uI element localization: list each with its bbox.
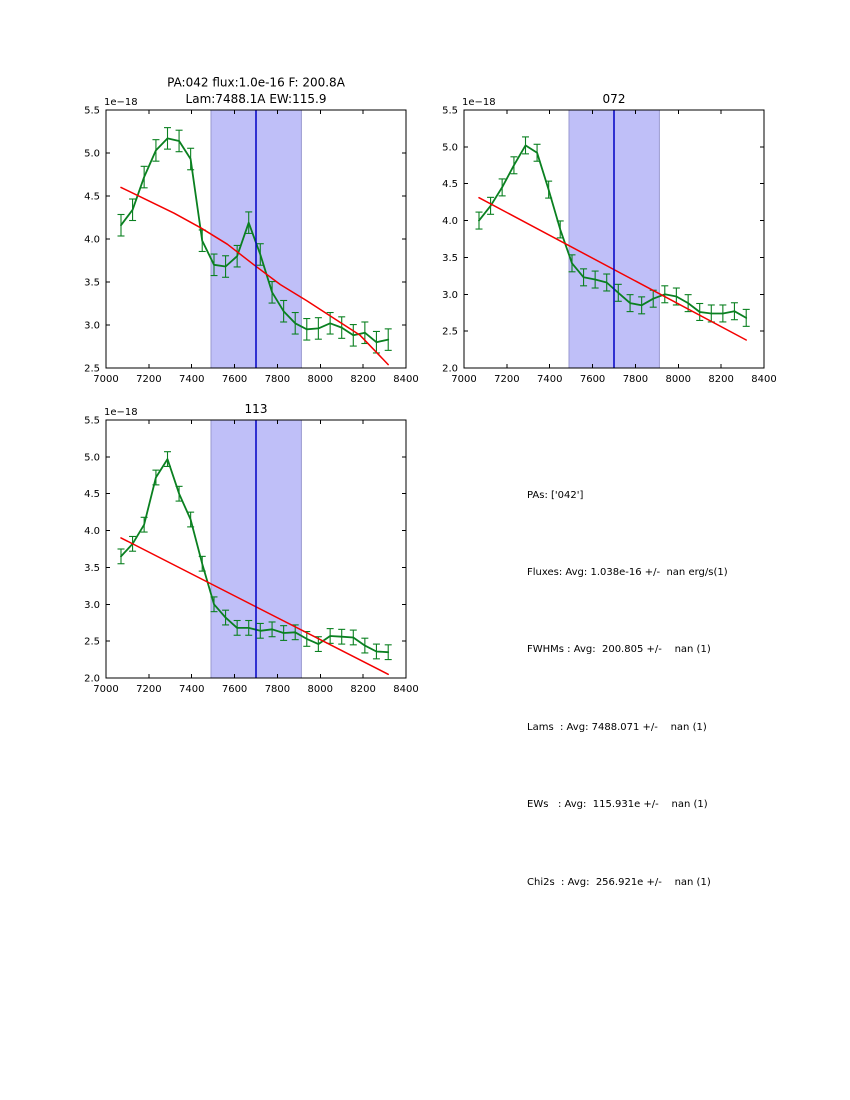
y-tick-label: 4.5 [84, 489, 100, 500]
y-tick-label: 2.0 [84, 674, 100, 685]
x-tick-label: 8400 [393, 374, 418, 385]
y-axis-scale-label: 1e−18 [104, 97, 138, 108]
y-tick-label: 2.5 [84, 637, 100, 648]
x-tick-label: 8200 [350, 684, 375, 695]
x-tick-label: 7400 [537, 374, 562, 385]
x-tick-label: 8000 [308, 684, 333, 695]
y-tick-label: 4.5 [442, 179, 458, 190]
y-tick-label: 3.5 [84, 278, 100, 289]
chart-title: PA:042 flux:1.0e-16 F: 200.8A [167, 76, 346, 90]
y-tick-label: 5.5 [84, 106, 100, 117]
y-tick-label: 3.0 [84, 321, 100, 332]
y-tick-label: 4.5 [84, 192, 100, 203]
x-tick-label: 7000 [451, 374, 476, 385]
x-tick-label: 7200 [136, 684, 161, 695]
x-tick-label: 7600 [580, 374, 605, 385]
x-tick-label: 7800 [265, 684, 290, 695]
x-tick-label: 8000 [666, 374, 691, 385]
axis-ticks [463, 109, 765, 369]
x-tick-label: 8200 [350, 374, 375, 385]
x-tick-label: 7400 [179, 374, 204, 385]
spectrum-line [120, 458, 390, 654]
y-tick-label: 2.5 [442, 327, 458, 338]
stats-panel: PAs: ['042'] Fluxes: Avg: 1.038e-16 +/- … [527, 431, 728, 947]
stats-line-ews: EWs : Avg: 115.931e +/- nan (1) [527, 799, 708, 811]
continuum-fit-line [120, 186, 389, 366]
y-tick-label: 2.0 [442, 364, 458, 375]
y-tick-label: 4.0 [84, 235, 100, 246]
y-tick-label: 5.5 [442, 106, 458, 117]
continuum-fit-line [120, 537, 389, 676]
axes-frame [105, 419, 407, 679]
y-tick-label: 4.0 [442, 216, 458, 227]
x-tick-label: 8400 [393, 684, 418, 695]
y-tick-label: 3.0 [84, 600, 100, 611]
x-tick-label: 8200 [708, 374, 733, 385]
y-tick-label: 3.0 [442, 290, 458, 301]
axes-frame [463, 109, 765, 369]
axis-ticks [105, 419, 407, 679]
x-tick-label: 7600 [222, 374, 247, 385]
y-tick-label: 5.0 [442, 142, 458, 153]
stats-line-lams: Lams : Avg: 7488.071 +/- nan (1) [527, 721, 707, 733]
chart-title: 072 [603, 92, 626, 106]
spectrum-plot-072: 7000 7200 7400 7600 7800 8000 8200 8400 2.0 2.5 3.… [418, 59, 784, 403]
y-tick-label: 3.5 [84, 563, 100, 574]
x-tick-label: 7400 [179, 684, 204, 695]
stats-line-chi2s: Chi2s : Avg: 256.921e +/- nan (1) [527, 876, 711, 888]
spectrum-line [478, 144, 748, 319]
continuum-fit-line [478, 196, 747, 341]
spectrum-plot-113-svg: 7000 7200 7400 7600 7800 8000 8200 8400 2.0 2.5 3.… [84, 402, 419, 695]
x-tick-label: 7000 [93, 684, 118, 695]
x-tick-label: 7800 [265, 374, 290, 385]
x-tick-label: 8000 [308, 374, 333, 385]
y-tick-label: 5.0 [84, 452, 100, 463]
x-tick-label: 7200 [494, 374, 519, 385]
x-tick-label: 7800 [623, 374, 648, 385]
x-tick-label: 8400 [751, 374, 776, 385]
x-tick-label: 7000 [93, 374, 118, 385]
chart-title: Lam:7488.1A EW:115.9 [186, 92, 327, 106]
y-tick-label: 4.0 [84, 526, 100, 537]
stats-line-pas: PAs: ['042'] [527, 489, 584, 501]
y-tick-label: 3.5 [442, 253, 458, 264]
spectrum-line [120, 137, 390, 344]
spectrum-plot-072-svg: 7000 7200 7400 7600 7800 8000 8200 8400 2.0 2.5 3.… [442, 92, 777, 385]
spectrum-plot-pa042-svg: 7000 7200 7400 7600 7800 8000 8200 8400 2.5 3.0 3.… [84, 76, 419, 386]
stats-line-fwhms: FWHMs : Avg: 200.805 +/- nan (1) [527, 644, 711, 656]
spectrum-plot-pa042: 7000 7200 7400 7600 7800 8000 8200 8400 2.5 3.0 3.… [60, 59, 426, 403]
stats-line-fluxes: Fluxes: Avg: 1.038e-16 +/- nan erg/s(1) [527, 566, 728, 578]
x-tick-label: 7200 [136, 374, 161, 385]
y-tick-label: 2.5 [84, 364, 100, 375]
y-axis-scale-label: 1e−18 [104, 407, 138, 418]
y-axis-scale-label: 1e−18 [462, 97, 496, 108]
y-tick-label: 5.0 [84, 149, 100, 160]
x-tick-label: 7600 [222, 684, 247, 695]
y-tick-label: 5.5 [84, 416, 100, 427]
spectrum-plot-113: 7000 7200 7400 7600 7800 8000 8200 8400 2.0 2.5 3.… [60, 369, 426, 713]
chart-title: 113 [245, 402, 268, 416]
axis-ticks [105, 109, 407, 369]
